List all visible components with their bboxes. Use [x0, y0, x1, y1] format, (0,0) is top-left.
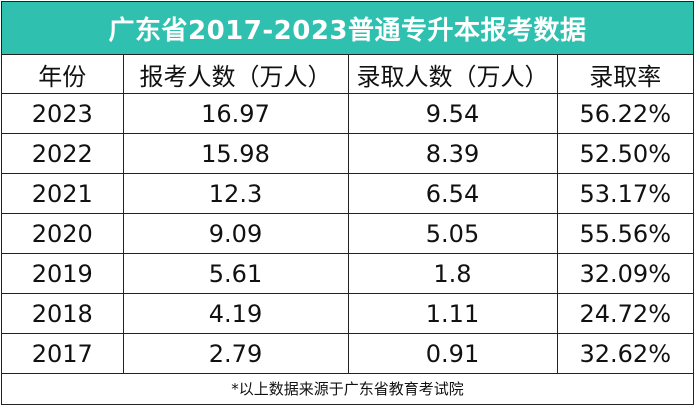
- cell-admission-rate: 52.50%: [556, 133, 693, 174]
- cell-year: 2021: [2, 173, 124, 214]
- cell-applicants: 2.79: [122, 333, 349, 374]
- cell-admission-rate: 56.22%: [556, 93, 693, 134]
- cell-applicants: 15.98: [122, 133, 349, 174]
- column-header-admission-rate: 录取率: [556, 55, 693, 94]
- cell-applicants: 9.09: [122, 213, 349, 254]
- source-footnote: *以上数据来源于广东省教育考试院: [231, 380, 464, 398]
- cell-applicants: 5.61: [122, 253, 349, 294]
- cell-admission-rate: 32.62%: [556, 333, 693, 374]
- cell-year: 2023: [2, 93, 124, 134]
- cell-admitted: 9.54: [347, 93, 558, 134]
- column-header-admitted: 录取人数（万人）: [347, 55, 558, 94]
- cell-applicants: 12.3: [122, 173, 349, 214]
- cell-year: 2017: [2, 333, 124, 374]
- table-title: 广东省2017-2023普通专升本报考数据: [2, 2, 693, 55]
- column-header-applicants: 报考人数（万人）: [122, 55, 349, 94]
- table-header-row: 年份 报考人数（万人） 录取人数（万人） 录取率: [2, 55, 693, 94]
- cell-year: 2018: [2, 293, 124, 334]
- cell-admission-rate: 55.56%: [556, 213, 693, 254]
- cell-year: 2020: [2, 213, 124, 254]
- cell-admitted: 1.8: [347, 253, 558, 294]
- cell-admitted: 6.54: [347, 173, 558, 214]
- cell-admitted: 5.05: [347, 213, 558, 254]
- table-row: 2019 5.61 1.8 32.09%: [2, 253, 693, 294]
- cell-admitted: 1.11: [347, 293, 558, 334]
- cell-admission-rate: 24.72%: [556, 293, 693, 334]
- table-row: 2021 12.3 6.54 53.17%: [2, 173, 693, 214]
- table-row: 2018 4.19 1.11 24.72%: [2, 293, 693, 334]
- cell-year: 2022: [2, 133, 124, 174]
- admission-data-table: 年份 报考人数（万人） 录取人数（万人） 录取率 2023 16.97 9.54…: [2, 55, 693, 374]
- table-row: 2020 9.09 5.05 55.56%: [2, 213, 693, 254]
- table-row: 2022 15.98 8.39 52.50%: [2, 133, 693, 174]
- cell-admitted: 8.39: [347, 133, 558, 174]
- cell-admission-rate: 32.09%: [556, 253, 693, 294]
- table-row: 2023 16.97 9.54 56.22%: [2, 93, 693, 134]
- column-header-year: 年份: [2, 55, 124, 94]
- cell-applicants: 4.19: [122, 293, 349, 334]
- cell-applicants: 16.97: [122, 93, 349, 134]
- cell-admitted: 0.91: [347, 333, 558, 374]
- cell-year: 2019: [2, 253, 124, 294]
- table-row: 2017 2.79 0.91 32.62%: [2, 333, 693, 374]
- cell-admission-rate: 53.17%: [556, 173, 693, 214]
